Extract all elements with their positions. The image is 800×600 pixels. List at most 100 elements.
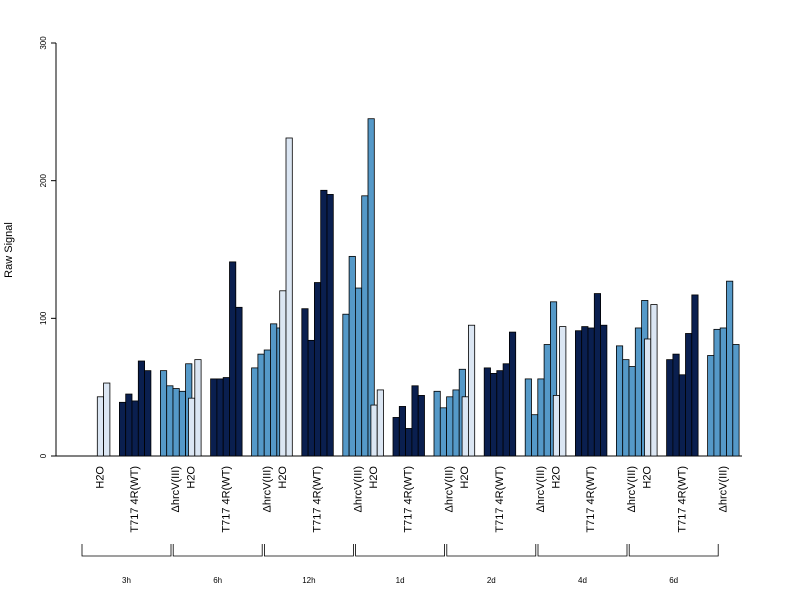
bar-4d-mutant-4 <box>634 327 642 457</box>
sample-label: T717 4R(WT) <box>129 466 141 533</box>
y-axis: 0 100 200 300 <box>39 36 57 458</box>
bar-3h-mutant-2 <box>166 385 174 457</box>
time-label: 6d <box>669 576 678 585</box>
sample-label: T717 4R(WT) <box>403 466 415 533</box>
bar-6h-mutant-3 <box>263 349 271 457</box>
sample-label: ΔhrcV(III) <box>261 466 273 512</box>
bar-3h-WT-5 <box>144 370 152 457</box>
bar-6h-WT-1 <box>210 378 218 457</box>
bar-4d-mutant-2 <box>622 359 630 457</box>
bar-12h-mutant-1 <box>342 313 350 457</box>
bar-6d-mutant-1 <box>707 355 715 457</box>
sample-label: T717 4R(WT) <box>676 466 688 533</box>
time-label: 2d <box>487 576 496 585</box>
sample-label: ΔhrcV(III) <box>717 466 729 512</box>
sample-label: T717 4R(WT) <box>494 466 506 533</box>
sample-label: H2O <box>186 466 198 489</box>
sample-label: T717 4R(WT) <box>220 466 232 533</box>
sample-label: T717 4R(WT) <box>585 466 597 533</box>
bar-3h-mutant-1 <box>159 370 168 457</box>
bar-1d-mutant-3 <box>446 396 454 457</box>
bar-1d-WT-4 <box>411 385 419 457</box>
bar-6d-mutant-3 <box>719 327 727 457</box>
bar-6h-mutant-2 <box>257 353 265 457</box>
bar-12h-H2O-3 <box>285 137 293 457</box>
time-label: 12h <box>302 576 315 585</box>
bar-4d-mutant-1 <box>616 345 624 457</box>
bar-12h-mutant-3 <box>354 287 363 457</box>
bar-2d-mutant-3 <box>537 378 545 457</box>
bar-6h-H2O-2 <box>188 397 196 457</box>
sample-label: H2O <box>368 466 380 489</box>
time-bracket <box>537 544 628 557</box>
bar-2d-mutant-2 <box>531 414 539 457</box>
bar-12h-H2O-2 <box>279 290 287 457</box>
y-tick-label: 200 <box>39 173 48 187</box>
sample-label: ΔhrcV(III) <box>444 466 456 512</box>
sample-label: H2O <box>642 466 654 489</box>
y-tick-label: 100 <box>39 311 48 325</box>
bar-4d-WT-2 <box>581 326 589 457</box>
bar-6d-mutant-2 <box>713 328 721 457</box>
bar-3h-H2O-3 <box>103 382 111 457</box>
bar-4d-WT-3 <box>587 327 595 457</box>
bar-4d-mutant-3 <box>628 366 636 457</box>
bar-6d-H2O-3 <box>650 304 658 457</box>
time-label: 1d <box>396 576 405 585</box>
bar-6h-WT-4 <box>229 261 237 457</box>
bar-2d-H2O-3 <box>467 324 476 457</box>
bar-1d-mutant-2 <box>439 407 447 457</box>
sample-label: H2O <box>459 466 471 489</box>
x-sample-labels: H2O T717 4R(WT) ΔhrcV(III) H2O T717 4R(WT) Δh… <box>94 466 729 533</box>
bar-4d-WT-1 <box>575 330 583 457</box>
bar-3h-WT-1 <box>119 401 127 457</box>
sample-label: ΔhrcV(III) <box>352 466 364 512</box>
bar-6d-WT-1 <box>666 359 674 457</box>
bar-1d-WT-2 <box>398 406 406 457</box>
bar-12h-mutant-4 <box>361 195 369 457</box>
bar-2d-WT-5 <box>508 331 517 457</box>
sample-label: T717 4R(WT) <box>311 466 323 533</box>
bar-6d-WT-3 <box>678 374 686 457</box>
bar-6d-mutant-5 <box>732 344 740 457</box>
bar-12h-WT-5 <box>326 194 334 457</box>
bar-12h-WT-1 <box>301 308 309 457</box>
time-brackets: 3h 6h 12h 1d 2d 4d 6d <box>81 544 719 585</box>
bar-12h-WT-3 <box>313 282 322 457</box>
bar-2d-mutant-4 <box>543 344 551 457</box>
time-label: 3h <box>122 576 131 585</box>
bar-2d-WT-1 <box>483 367 491 457</box>
y-axis-label: Raw Signal <box>3 222 15 278</box>
time-bracket <box>355 544 445 557</box>
bar-1d-WT-3 <box>405 428 413 457</box>
bar-2d-H2O-2 <box>461 396 469 457</box>
bar-6d-WT-5 <box>691 294 699 457</box>
bar-3h-WT-2 <box>125 393 133 457</box>
bar-12h-WT-2 <box>307 339 315 457</box>
time-label: 6h <box>213 576 222 585</box>
bar-2d-mutant-1 <box>524 378 532 457</box>
bar-1d-H2O-3 <box>376 389 384 457</box>
time-bracket <box>628 544 719 557</box>
bar-2d-WT-2 <box>490 372 498 457</box>
bar-1d-WT-5 <box>417 395 425 457</box>
sample-label: H2O <box>277 466 289 489</box>
bar-3h-mutant-4 <box>178 390 187 457</box>
time-bracket <box>264 544 354 557</box>
bar-2d-WT-3 <box>496 370 504 457</box>
bar-6d-mutant-4 <box>726 280 734 457</box>
y-tick-label: 0 <box>39 453 48 458</box>
bar-12h-WT-4 <box>320 189 328 457</box>
time-bracket <box>81 544 172 557</box>
sample-label: H2O <box>550 466 562 489</box>
sample-label: ΔhrcV(III) <box>626 466 638 512</box>
time-bracket <box>172 544 263 557</box>
bar-1d-mutant-4 <box>452 389 460 457</box>
bar-6h-mutant-1 <box>251 367 259 457</box>
bar-6d-H2O-2 <box>644 338 652 457</box>
sample-label: ΔhrcV(III) <box>535 466 547 512</box>
bar-6h-WT-3 <box>222 377 230 457</box>
sample-label: H2O <box>94 466 106 489</box>
bar-3h-WT-4 <box>137 360 146 457</box>
